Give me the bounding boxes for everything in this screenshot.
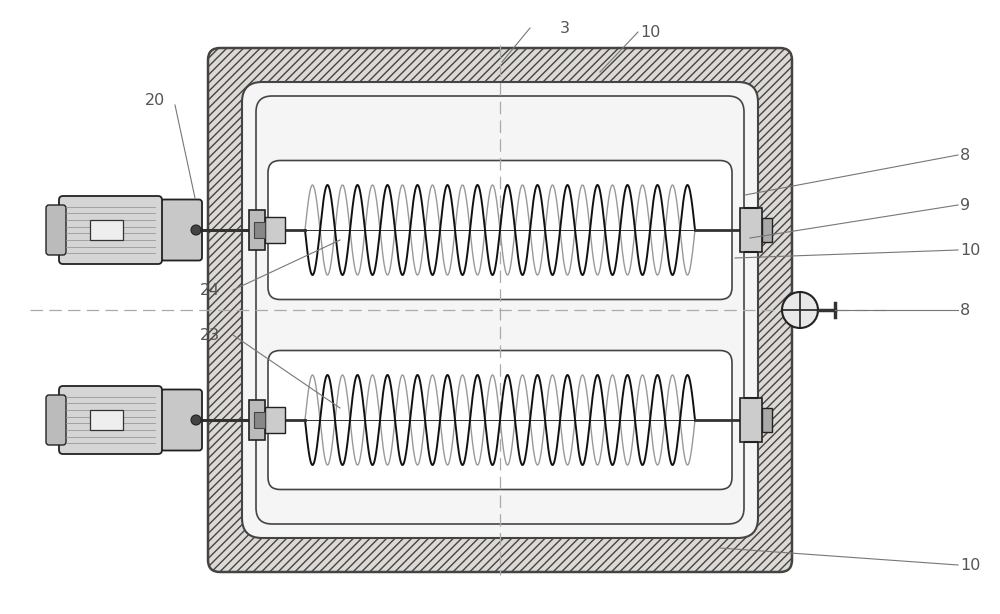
Bar <box>762 218 772 242</box>
Text: 20: 20 <box>145 93 165 107</box>
Text: 10: 10 <box>960 243 980 257</box>
Bar <box>254 412 265 428</box>
Bar <box>249 400 265 440</box>
Circle shape <box>191 225 201 235</box>
Bar <box>90 410 123 430</box>
FancyBboxPatch shape <box>268 351 732 489</box>
Bar <box>249 210 265 250</box>
Text: 8: 8 <box>960 303 970 317</box>
FancyBboxPatch shape <box>208 48 792 572</box>
Bar <box>740 208 762 252</box>
FancyBboxPatch shape <box>46 205 66 255</box>
FancyBboxPatch shape <box>59 196 162 264</box>
FancyBboxPatch shape <box>268 160 732 300</box>
Text: 23: 23 <box>200 327 220 343</box>
Bar <box>740 398 762 442</box>
Bar <box>265 217 285 243</box>
Bar <box>254 222 265 238</box>
FancyBboxPatch shape <box>59 386 162 454</box>
Text: 10: 10 <box>640 25 660 39</box>
Text: 10: 10 <box>960 558 980 572</box>
Circle shape <box>191 415 201 425</box>
FancyBboxPatch shape <box>242 82 758 538</box>
Bar <box>90 220 123 240</box>
Text: 24: 24 <box>200 282 220 298</box>
Text: 9: 9 <box>960 198 970 212</box>
FancyBboxPatch shape <box>46 395 66 445</box>
Bar <box>265 407 285 433</box>
Circle shape <box>782 292 818 328</box>
Bar <box>762 408 772 432</box>
FancyBboxPatch shape <box>161 389 202 451</box>
FancyBboxPatch shape <box>161 200 202 260</box>
Text: 3: 3 <box>560 20 570 36</box>
Text: 8: 8 <box>960 147 970 163</box>
